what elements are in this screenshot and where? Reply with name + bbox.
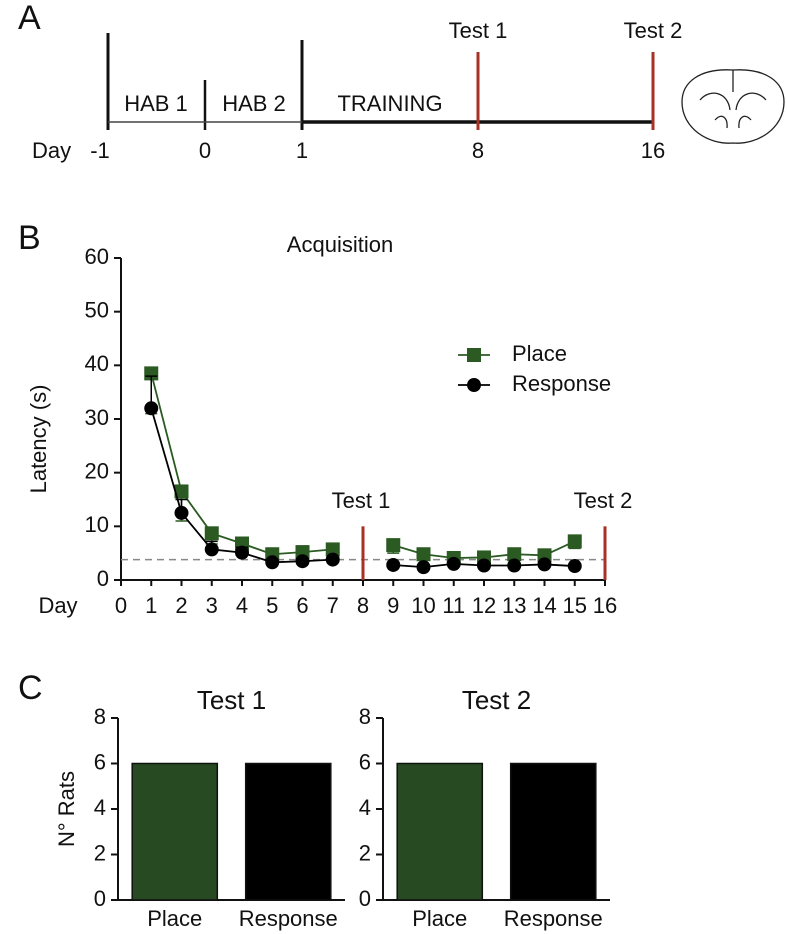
panel-label: A (18, 0, 41, 37)
x-tick-label: 0 (115, 593, 127, 618)
point (477, 558, 491, 573)
x-tick-label: 7 (327, 593, 339, 618)
point (386, 538, 401, 553)
chart-title: Test 1 (197, 685, 266, 715)
point (386, 557, 401, 572)
y-tick-label: 4 (94, 795, 106, 820)
phase-label: TRAINING (337, 91, 442, 116)
x-tick-label: 8 (357, 593, 369, 618)
x-tick-label: 2 (175, 593, 187, 618)
point (204, 526, 219, 541)
test-label: Test 1 (449, 18, 508, 43)
bar (244, 762, 332, 901)
point (507, 558, 522, 573)
point (416, 547, 431, 562)
y-tick-label: 60 (85, 244, 109, 269)
chart-title: Test 2 (462, 685, 531, 715)
bar (396, 762, 484, 901)
point (416, 560, 431, 575)
x-tick-label: 10 (411, 593, 435, 618)
x-tick-label: Response (504, 906, 603, 931)
x-tick-label: 12 (472, 593, 496, 618)
day-tick-label: 8 (472, 138, 484, 163)
y-tick-label: 8 (94, 704, 106, 729)
point (235, 545, 249, 560)
phase-label: HAB 1 (124, 91, 188, 116)
x-tick-label: Place (412, 906, 467, 931)
y-tick-label: 50 (85, 297, 109, 322)
legend-label: Place (512, 341, 567, 366)
panel-label: C (18, 669, 43, 707)
legend-marker (467, 348, 481, 362)
point (567, 559, 582, 574)
y-tick-label: 0 (359, 886, 371, 911)
y-tick-label: 10 (85, 512, 109, 537)
test-label: Test 1 (332, 488, 391, 513)
point (325, 552, 340, 567)
day-tick-label: 0 (199, 138, 211, 163)
phase-label: HAB 2 (222, 91, 286, 116)
y-tick-label: 0 (97, 566, 109, 591)
x-axis-label: Day (38, 593, 77, 618)
legend-marker (467, 378, 481, 392)
x-tick-label: 5 (266, 593, 278, 618)
day-label: Day (32, 138, 71, 163)
legend-label: Response (512, 371, 611, 396)
x-tick-label: 3 (206, 593, 218, 618)
point (204, 542, 219, 557)
x-tick-label: 13 (502, 593, 526, 618)
y-tick-label: 4 (359, 795, 371, 820)
x-tick-label: Response (239, 906, 338, 931)
day-tick-label: 16 (641, 138, 665, 163)
y-tick-label: 6 (359, 749, 371, 774)
brain-icon (681, 69, 785, 144)
bar (509, 762, 597, 901)
day-tick-label: 1 (296, 138, 308, 163)
y-axis-label: Latency (s) (26, 385, 51, 494)
y-tick-label: 0 (94, 886, 106, 911)
point (265, 555, 280, 570)
y-tick-label: 8 (359, 704, 371, 729)
day-tick-label: -1 (90, 138, 110, 163)
test-label: Test 2 (624, 18, 683, 43)
y-tick-label: 2 (359, 840, 371, 865)
y-tick-label: 40 (85, 351, 109, 376)
x-tick-label: Place (147, 906, 202, 931)
point (174, 484, 189, 499)
x-tick-label: 1 (145, 593, 157, 618)
chart-title: Acquisition (287, 232, 393, 257)
y-tick-label: 2 (94, 840, 106, 865)
point (144, 401, 159, 416)
x-tick-label: 14 (532, 593, 556, 618)
x-tick-label: 9 (387, 593, 399, 618)
x-tick-label: 16 (593, 593, 617, 618)
point (325, 542, 340, 557)
point (174, 505, 189, 520)
point (446, 556, 461, 571)
y-tick-label: 30 (85, 405, 109, 430)
point (537, 557, 552, 572)
x-tick-label: 15 (563, 593, 587, 618)
x-tick-label: 11 (442, 593, 465, 618)
y-tick-label: 20 (85, 458, 109, 483)
point (295, 554, 310, 569)
y-axis-label: N° Rats (54, 771, 79, 847)
point (144, 366, 159, 381)
point (567, 534, 582, 549)
x-tick-label: 6 (296, 593, 308, 618)
panel-label: B (18, 219, 41, 257)
point (507, 547, 522, 562)
test-label: Test 2 (574, 488, 633, 513)
x-tick-label: 4 (236, 593, 248, 618)
y-tick-label: 6 (94, 749, 106, 774)
bar (131, 762, 219, 901)
